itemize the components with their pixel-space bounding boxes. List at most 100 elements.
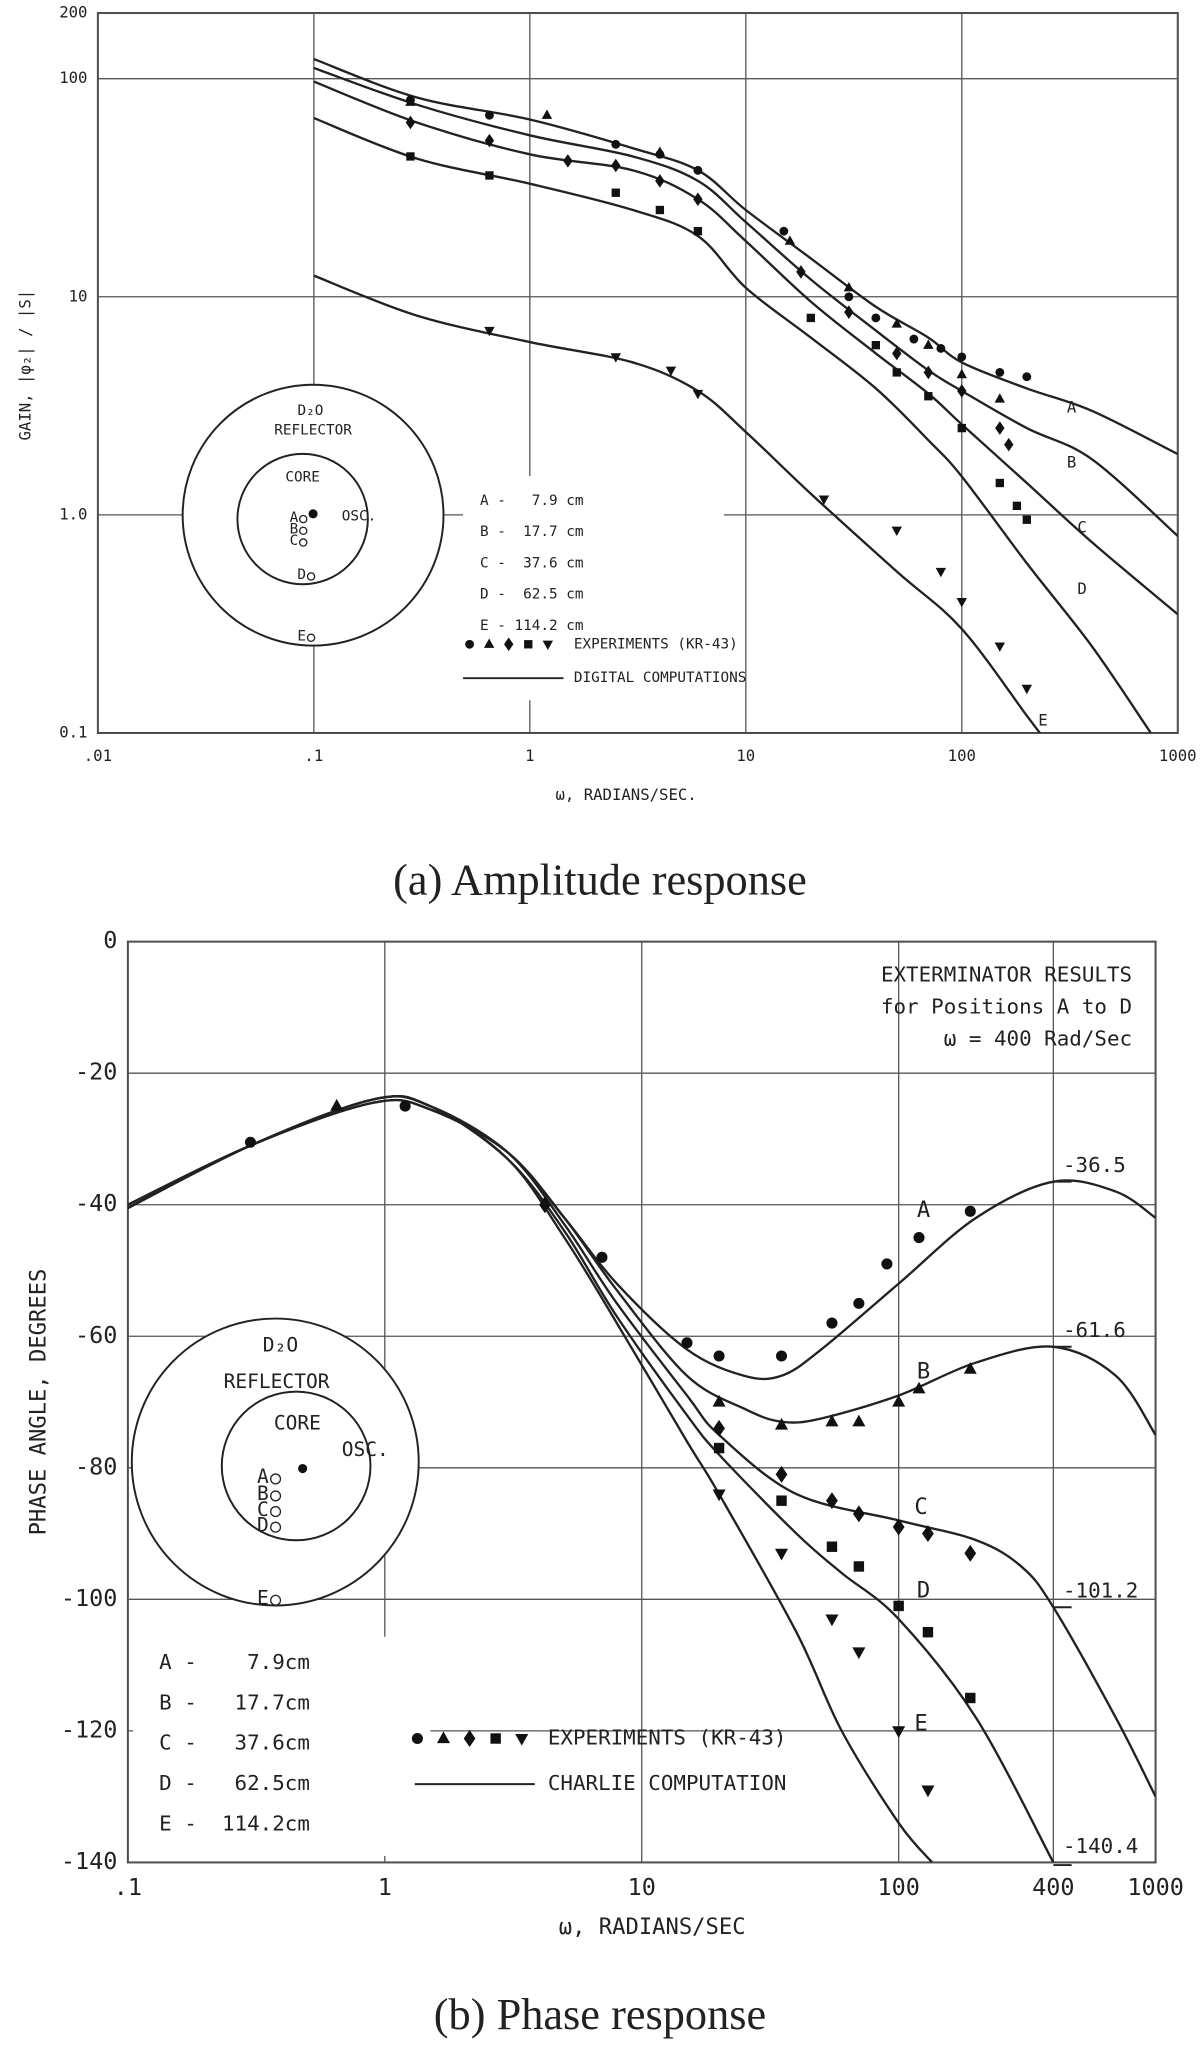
y-axis-label: PHASE ANGLE, DEGREES [26,1269,52,1536]
experiment-point [330,1098,344,1111]
experiment-point [923,339,934,349]
experiment-point [693,165,703,175]
curve-label: B [1067,452,1076,471]
experiment-point [956,368,968,379]
legend-entry: C - 37.6 cm [480,555,584,571]
experiment-point [484,326,495,337]
y-tick-label: 200 [59,3,87,22]
detector-position [270,1506,282,1518]
experiment-point [406,152,415,161]
inset-label: REFLECTOR [224,1370,330,1393]
experiment-point [1012,501,1022,511]
experiment-point [826,1541,838,1552]
y-tick-label: -40 [75,1189,117,1217]
legend-box [463,476,724,701]
experiment-point [871,313,881,323]
legend-marker [483,638,495,648]
inset-label: C [290,533,299,549]
experiment-point [712,1489,726,1502]
caption: (a) Amplitude response [393,854,807,904]
experiment-point [1021,684,1033,695]
experiment-point [844,292,854,302]
experiment-point [995,367,1005,377]
y-tick-label: -80 [75,1452,117,1480]
legend-entry: D - 62.5 cm [480,587,584,603]
x-tick-label: .1 [304,746,323,765]
experiment-point [244,1136,257,1148]
inset-label: D₂O [263,1333,298,1356]
experiment-point [611,188,620,197]
experiment-point [922,1627,934,1638]
y-tick-label: 100 [59,68,87,87]
legend-entry: E - 114.2cm [159,1812,310,1836]
experiment-point [654,146,666,156]
experiment-point [892,1394,906,1407]
experiment-point [405,115,416,130]
curve-label: A [917,1197,930,1223]
x-tick-label: .01 [84,746,112,765]
y-tick-label: -20 [75,1058,117,1086]
plot-area [127,1094,1156,1863]
experiment-point [912,1381,926,1394]
experiment-point [693,226,703,236]
experiment-point [994,642,1006,652]
detector-position [270,1473,282,1485]
legend-entry: B - 17.7 cm [480,524,584,540]
note: EXTERMINATOR RESULTS [881,963,1132,987]
legend-marker [465,639,475,649]
curve-label: C [914,1494,927,1520]
experiment-point [610,353,621,363]
legend-entry: C - 37.6cm [159,1731,310,1755]
experiment-point [779,226,789,236]
legend-marker [490,1733,501,1744]
experiment-point [713,1442,725,1454]
legend-label: EXPERIMENTS (KR-43) [574,636,738,652]
experiment-point [843,282,855,292]
curve-label: E [1038,711,1047,730]
legend-marker [463,1730,476,1747]
y-tick-label: -140 [61,1847,118,1875]
core-circle [220,1390,372,1542]
experiment-point [692,389,704,400]
experiment-point [995,478,1004,488]
curve-label: C [1077,518,1086,537]
computed-curve [313,80,1178,616]
computed-curve [313,274,1041,733]
inset-label: CORE [285,469,320,485]
experiment-point [871,340,881,350]
experiment-point [712,1394,726,1407]
inset-label: REFLECTOR [274,422,352,438]
y-axis-label: GAIN, |φ₂| / |S| [16,290,35,441]
experiment-point [924,392,933,401]
experiment-point [826,1492,838,1510]
x-tick-label: 400 [1032,1873,1074,1901]
legend-label: DIGITAL COMPUTATIONS [574,670,747,686]
experiment-point [681,1337,693,1349]
detector-position [270,1521,282,1533]
experiment-point [826,1317,838,1329]
experiment-point [825,1414,839,1427]
caption: (b) Phase response [434,1989,766,2039]
x-tick-label: 10 [736,746,755,765]
reflector-circle [130,1317,420,1607]
experiment-point [1022,372,1032,382]
curve-label: D [1077,579,1086,598]
legend-marker [524,640,533,649]
experiment-point [818,495,830,505]
curve-label: E [914,1711,927,1737]
experiment-point [909,334,919,344]
legend-label: CHARLIE COMPUTATION [548,1771,787,1795]
note: ω = 400 Rad/Sec [944,1026,1132,1050]
experiment-point [611,158,621,173]
detector-position [306,572,316,581]
detector-position [270,1490,282,1502]
experiment-point [892,1726,906,1739]
inset-label: B [290,522,299,538]
detector-position [306,633,316,642]
computed-curve [313,116,1152,733]
experiment-point [405,96,416,106]
experiment-point [485,171,494,180]
inset-label: E [257,1586,269,1609]
curve-label: B [917,1359,930,1385]
legend-entry: B - 17.7cm [159,1690,310,1714]
